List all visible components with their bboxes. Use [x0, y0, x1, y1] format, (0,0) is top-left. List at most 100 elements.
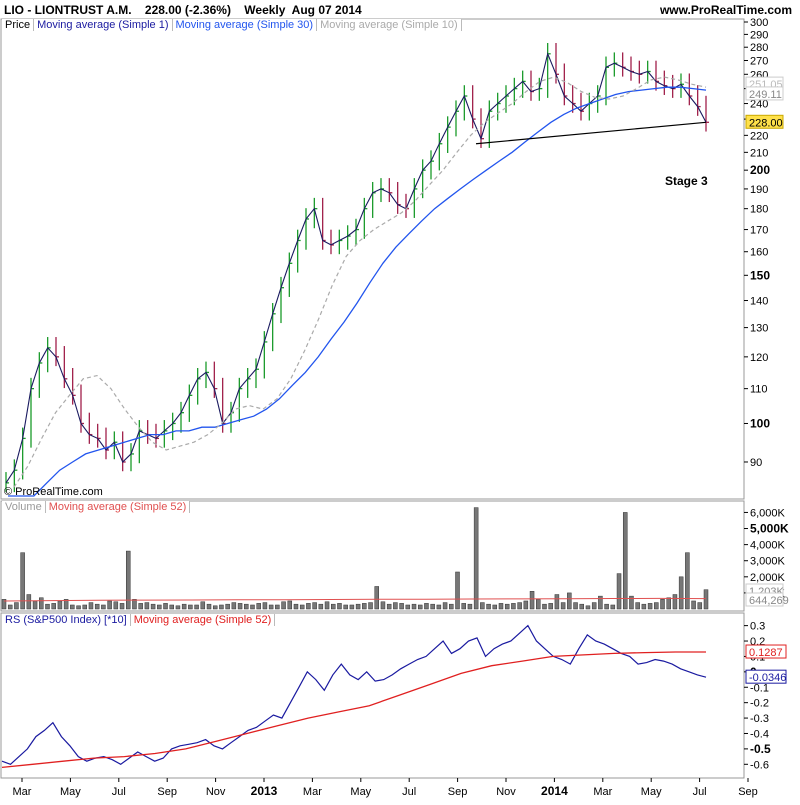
volume-bar [654, 602, 659, 610]
volume-bar [138, 603, 143, 610]
volume-bar [45, 603, 50, 610]
price-y-tick-label: 300 [750, 17, 768, 29]
x-tick-label: Sep [738, 786, 758, 798]
rs-line [1, 624, 707, 766]
volume-bar [63, 599, 69, 610]
volume-bar [231, 602, 237, 610]
rs-y-tick-label: -0.2 [750, 698, 769, 710]
x-tick-label: Jul [112, 786, 126, 798]
volume-bar [88, 602, 94, 610]
badge-rs: -0.0346 [749, 672, 786, 684]
volume-bar [672, 594, 678, 610]
volume-bar [467, 603, 473, 610]
price-y-tick-label: 240 [750, 99, 768, 111]
volume-bar [250, 604, 255, 610]
chart-header: LIO - LIONTRUST A.M. 228.00 (-2.36%) Wee… [4, 3, 362, 17]
volume-bar [424, 603, 429, 610]
volume-bar [262, 602, 268, 610]
volume-panel[interactable] [0, 500, 745, 612]
volume-bar [281, 601, 286, 610]
x-tick-label: Jul [693, 786, 707, 798]
price-y-tick-label: 150 [750, 268, 770, 282]
volume-bar [449, 603, 454, 610]
volume-bar [26, 594, 32, 610]
period: Weekly [244, 3, 286, 17]
volume-bar [256, 603, 261, 610]
price-y-tick-label: 280 [750, 42, 768, 54]
volume-bar [349, 604, 355, 610]
volume-bar [157, 604, 162, 610]
ma10-line [13, 76, 707, 488]
volume-bar [163, 603, 168, 610]
x-tick-label: 2014 [541, 784, 568, 798]
rs-y-tick-label: -0.6 [750, 759, 769, 771]
badge-ma30-bg [745, 86, 784, 101]
rs-panel[interactable] [0, 612, 745, 779]
price-legend[interactable]: Price Moving average (Simple 1) Moving ave… [2, 19, 462, 31]
volume-bar [560, 602, 566, 610]
volume-bar [51, 603, 56, 610]
volume-bar [181, 603, 187, 610]
volume-bar [132, 599, 137, 610]
volume-bar [417, 604, 423, 610]
volume-bar [374, 586, 379, 610]
volume-bar [318, 603, 324, 610]
volume-bar [244, 603, 249, 610]
x-tick-label: Nov [496, 786, 516, 798]
volume-bar [666, 597, 671, 610]
copyright: © ProRealTime.com [4, 486, 103, 498]
volume-bar [405, 604, 411, 610]
vol-y-tick-label: 5,000K [750, 522, 789, 536]
volume-bar [635, 602, 640, 610]
volume-bar [312, 602, 317, 610]
legend-ma10[interactable]: Moving average (Simple 10) [317, 19, 462, 31]
volume-bar [573, 602, 578, 610]
legend-price[interactable]: Price [2, 19, 35, 31]
volume-bar [473, 507, 479, 610]
x-tick-label: Sep [157, 786, 177, 798]
legend-ma1[interactable]: Moving average (Simple 1) [34, 19, 173, 31]
price-y-tick-label: 120 [750, 352, 768, 364]
rs-legend[interactable]: RS (S&P500 Index) [*10] Moving average (S… [2, 614, 276, 626]
volume-bar [678, 576, 684, 610]
volume-bar [331, 603, 336, 610]
volume-bar [697, 602, 703, 610]
volume-bar [430, 603, 435, 610]
legend-rs-ma52[interactable]: Moving average (Simple 52) [130, 614, 276, 626]
volume-bar [188, 604, 193, 610]
badge-vol-ma-bg [745, 592, 784, 607]
volume-bar [461, 603, 466, 610]
volume-bar [399, 603, 404, 610]
legend-rs[interactable]: RS (S&P500 Index) [*10] [2, 614, 131, 626]
legend-vol-ma52[interactable]: Moving average (Simple 52) [45, 501, 191, 513]
volume-bar [523, 600, 529, 610]
volume-bar [107, 600, 112, 610]
volume-bar [536, 599, 541, 610]
volume-bar [194, 604, 199, 610]
volume-bar [703, 589, 709, 610]
volume-bar [511, 603, 516, 610]
x-tick-label: May [641, 786, 662, 798]
volume-bar [660, 599, 665, 610]
volume-bar [337, 603, 342, 610]
vol-y-tick-label: 4,000K [750, 540, 786, 552]
volume-bar [20, 552, 25, 610]
volume-bar [355, 603, 361, 610]
volume-bar [287, 600, 293, 610]
site-link[interactable]: www.ProRealTime.com [659, 3, 792, 17]
price-panel[interactable] [0, 18, 745, 500]
volume-bar [113, 601, 119, 610]
stage-annotation: Stage 3 [665, 174, 708, 188]
volume-bar [455, 571, 460, 610]
volume-bar [144, 602, 150, 610]
volume-bar [275, 604, 280, 610]
volume-legend[interactable]: Volume Moving average (Simple 52) [2, 501, 191, 513]
legend-ma30[interactable]: Moving average (Simple 30) [172, 19, 318, 31]
volume-bar [32, 600, 38, 610]
volume-bar [604, 603, 609, 610]
volume-bar [219, 604, 224, 610]
legend-volume[interactable]: Volume [2, 501, 46, 513]
price-y-tick-label: 210 [750, 147, 768, 159]
volume-bar [1, 599, 7, 610]
